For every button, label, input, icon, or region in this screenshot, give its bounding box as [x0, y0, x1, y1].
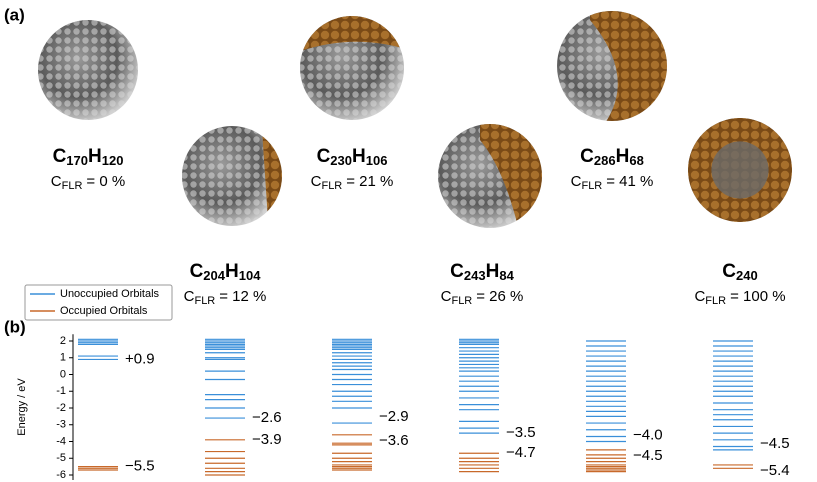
formula: C170H120 — [53, 146, 124, 168]
panel-label: (a) — [4, 5, 25, 24]
cflr-label: CFLR = 26 % — [441, 288, 524, 307]
lumo-label: −4.5 — [760, 435, 790, 452]
formula-subscript: 204 — [203, 268, 225, 283]
formula-subscript: 84 — [499, 268, 514, 283]
y-tick-label: 2 — [60, 335, 66, 347]
y-tick-label: -1 — [56, 385, 66, 397]
formula: C240 — [722, 261, 757, 283]
formula-symbol: H — [88, 146, 102, 167]
formula-subscript: 68 — [629, 153, 643, 168]
cflr-label: CFLR = 12 % — [184, 288, 267, 307]
cflr-symbol: C — [311, 173, 322, 190]
formula-subscript: 286 — [594, 153, 616, 168]
lumo-label: +0.9 — [125, 350, 155, 367]
formula-symbol: H — [352, 146, 366, 167]
cflr-symbol: C — [571, 173, 582, 190]
lumo-label: −4.0 — [633, 426, 663, 443]
cflr-label: CFLR = 41 % — [571, 173, 654, 192]
legend-label: Occupied Orbitals — [60, 305, 148, 317]
cflr-value: = 12 % — [219, 288, 266, 305]
cflr-label: CFLR = 100 % — [694, 288, 785, 307]
cflr-symbol: C — [441, 288, 452, 305]
formula-symbol: C — [580, 146, 594, 167]
formula: C286H68 — [580, 146, 644, 168]
molecule-atoms — [182, 126, 282, 226]
y-tick-label: -3 — [56, 419, 66, 431]
cflr-subscript: FLR — [62, 180, 83, 192]
lumo-label: −3.5 — [506, 424, 536, 441]
y-tick-label: -6 — [56, 469, 66, 481]
lumo-label: −2.9 — [379, 408, 409, 425]
molecule-core — [711, 141, 769, 199]
cflr-value: = 26 % — [476, 288, 523, 305]
homo-label: −5.5 — [125, 458, 155, 475]
cflr-symbol: C — [184, 288, 195, 305]
homo-label: −4.5 — [633, 447, 663, 464]
formula-subscript: 240 — [736, 268, 758, 283]
y-tick-label: -4 — [56, 435, 66, 447]
homo-label: −3.6 — [379, 432, 409, 449]
formula: C243H84 — [450, 261, 514, 283]
molecule-atoms — [38, 20, 138, 120]
formula-subscript: 104 — [239, 268, 261, 283]
formula-subscript: 230 — [330, 153, 352, 168]
legend-label: Unoccupied Orbitals — [60, 288, 160, 300]
legend: Unoccupied Orbitals Occupied Orbitals — [24, 284, 173, 321]
fullerene-region — [262, 130, 282, 220]
formula-subscript: 170 — [66, 153, 88, 168]
y-axis-label: Energy / eV — [16, 378, 28, 436]
cflr-subscript: FLR — [194, 295, 215, 307]
formula-symbol: H — [616, 146, 630, 167]
formula-symbol: H — [225, 261, 239, 282]
formula-symbol: C — [53, 146, 67, 167]
cflr-subscript: FLR — [321, 180, 342, 192]
homo-label: −5.4 — [760, 462, 790, 479]
formula-subscript: 106 — [366, 153, 388, 168]
cflr-subscript: FLR — [705, 295, 726, 307]
cflr-value: = 21 % — [346, 173, 393, 190]
formula-subscript: 120 — [102, 153, 124, 168]
cflr-symbol: C — [51, 173, 62, 190]
formula-symbol: C — [450, 261, 464, 282]
cflr-subscript: FLR — [451, 295, 472, 307]
legend-box — [24, 284, 173, 321]
fullerene-region — [590, 11, 667, 121]
y-tick-label: 0 — [60, 368, 66, 380]
lumo-label: −2.6 — [252, 409, 282, 426]
formula-symbol: C — [190, 261, 204, 282]
formula-symbol: H — [486, 261, 500, 282]
formula: C230H106 — [317, 146, 388, 168]
cflr-symbol: C — [694, 288, 705, 305]
cflr-subscript: FLR — [581, 180, 602, 192]
y-tick-label: 1 — [60, 352, 66, 364]
homo-label: −3.9 — [252, 431, 282, 448]
formula: C204H104 — [190, 261, 262, 283]
cflr-value: = 100 % — [730, 288, 785, 305]
y-tick-label: -2 — [56, 402, 66, 414]
panel-label: (b) — [4, 317, 26, 336]
y-tick-label: -5 — [56, 452, 66, 464]
cflr-value: = 0 % — [86, 173, 125, 190]
cflr-label: CFLR = 21 % — [311, 173, 394, 192]
homo-label: −4.7 — [506, 444, 536, 461]
cflr-label: CFLR = 0 % — [51, 173, 125, 192]
cflr-value: = 41 % — [606, 173, 653, 190]
formula-symbol: C — [722, 261, 736, 282]
formula-subscript: 243 — [464, 268, 486, 283]
formula-symbol: C — [317, 146, 331, 167]
